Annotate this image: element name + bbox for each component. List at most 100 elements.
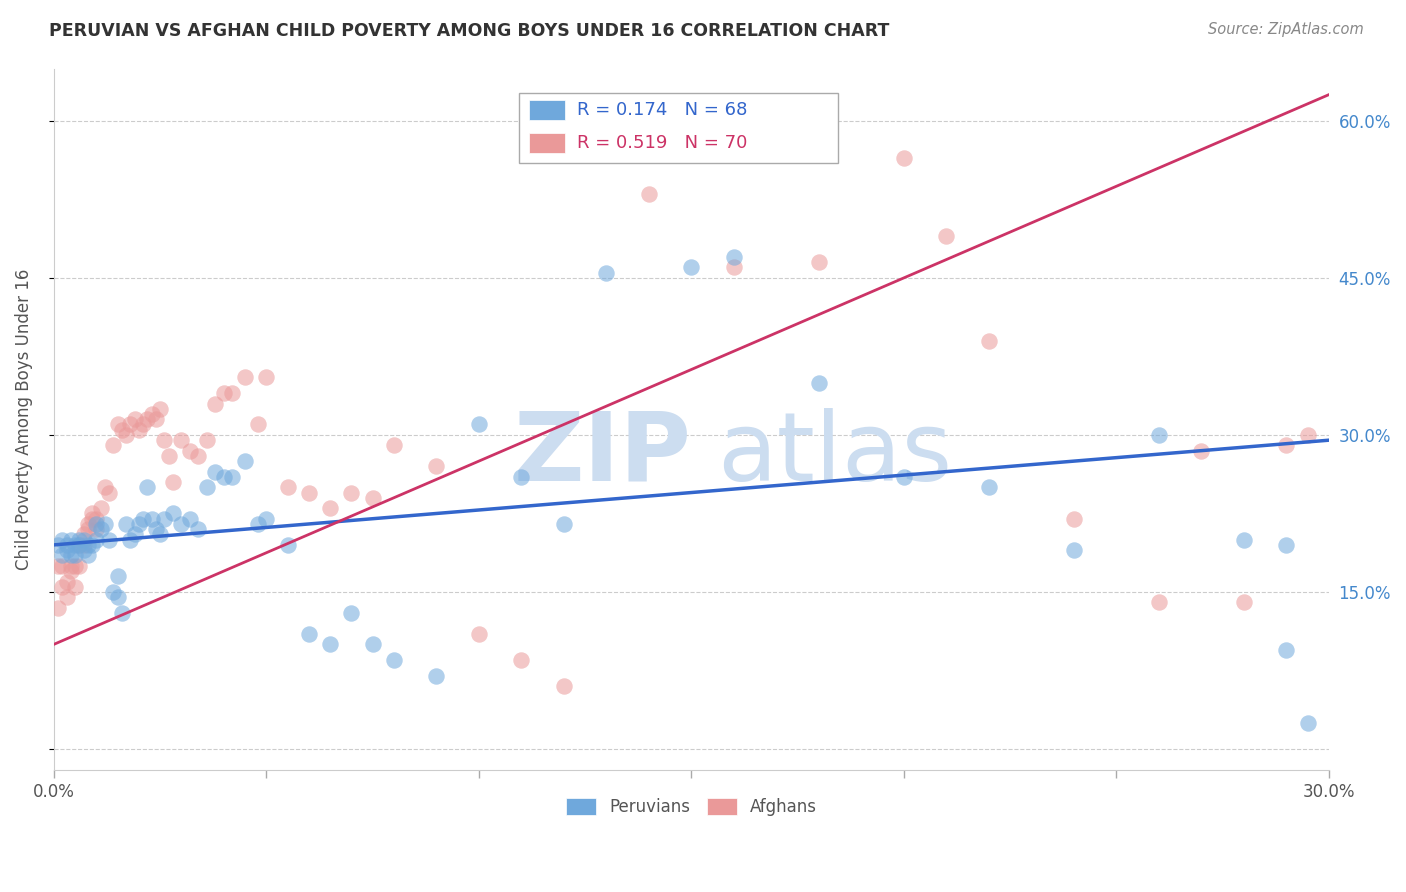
Point [141, 512, 163, 526]
Point [124, 527, 146, 541]
Point [136, 480, 159, 494]
Point [553, 516, 575, 531]
Point [807, 255, 830, 269]
Point [187, 522, 209, 536]
Point [59, 533, 82, 547]
Point [128, 423, 150, 437]
Point [277, 480, 299, 494]
Point [179, 443, 201, 458]
Point [893, 151, 915, 165]
Point [55, 538, 77, 552]
Point [893, 470, 915, 484]
Point [59, 558, 82, 573]
Point [86, 512, 108, 526]
Point [233, 454, 256, 468]
Y-axis label: Child Poverty Among Boys Under 16: Child Poverty Among Boys Under 16 [15, 268, 32, 570]
Point [1063, 512, 1085, 526]
Point [103, 438, 125, 452]
Point [977, 334, 1000, 348]
Point [120, 417, 142, 432]
Point [1233, 533, 1256, 547]
Point [46, 558, 69, 573]
Point [157, 449, 180, 463]
Point [212, 386, 235, 401]
Point [67, 538, 90, 552]
Point [51, 580, 73, 594]
Point [1296, 715, 1319, 730]
Point [277, 538, 299, 552]
Point [468, 417, 491, 432]
Point [46, 538, 69, 552]
Point [63, 538, 86, 552]
Point [204, 396, 226, 410]
Point [382, 438, 405, 452]
Point [86, 522, 108, 536]
Point [510, 653, 533, 667]
Point [149, 527, 172, 541]
Point [59, 549, 82, 563]
Point [233, 370, 256, 384]
Point [298, 485, 321, 500]
Point [553, 679, 575, 693]
Point [1147, 595, 1170, 609]
FancyBboxPatch shape [530, 100, 565, 120]
Point [319, 637, 342, 651]
Point [98, 533, 121, 547]
Point [723, 250, 745, 264]
Point [136, 412, 159, 426]
Point [1275, 438, 1298, 452]
Point [46, 600, 69, 615]
Point [132, 417, 155, 432]
Point [340, 606, 363, 620]
Point [120, 533, 142, 547]
Text: R = 0.519   N = 70: R = 0.519 N = 70 [576, 134, 747, 152]
Point [595, 266, 617, 280]
Point [63, 549, 86, 563]
Point [221, 386, 243, 401]
Point [1233, 595, 1256, 609]
Point [94, 480, 117, 494]
Point [115, 516, 138, 531]
Point [162, 475, 184, 489]
Text: R = 0.174   N = 68: R = 0.174 N = 68 [576, 102, 747, 120]
Point [254, 370, 277, 384]
Point [153, 433, 176, 447]
Point [72, 543, 94, 558]
FancyBboxPatch shape [519, 93, 838, 163]
Point [204, 465, 226, 479]
Point [86, 516, 108, 531]
Text: ZIP: ZIP [513, 408, 692, 500]
Point [80, 538, 103, 552]
Point [1147, 428, 1170, 442]
Point [107, 591, 129, 605]
Point [67, 558, 90, 573]
Point [76, 522, 98, 536]
Point [76, 516, 98, 531]
Point [195, 433, 218, 447]
Point [55, 543, 77, 558]
Point [72, 527, 94, 541]
Point [382, 653, 405, 667]
Point [94, 516, 117, 531]
Point [51, 549, 73, 563]
Point [1296, 428, 1319, 442]
Point [935, 229, 957, 244]
Point [637, 187, 659, 202]
Point [90, 501, 112, 516]
Point [128, 516, 150, 531]
Point [977, 480, 1000, 494]
Point [319, 501, 342, 516]
Point [76, 549, 98, 563]
Point [170, 433, 193, 447]
Point [115, 428, 138, 442]
Text: Source: ZipAtlas.com: Source: ZipAtlas.com [1208, 22, 1364, 37]
Point [425, 459, 447, 474]
Point [195, 480, 218, 494]
Point [107, 569, 129, 583]
Point [67, 538, 90, 552]
Point [807, 376, 830, 390]
Point [212, 470, 235, 484]
Point [510, 470, 533, 484]
Point [170, 516, 193, 531]
Point [298, 627, 321, 641]
